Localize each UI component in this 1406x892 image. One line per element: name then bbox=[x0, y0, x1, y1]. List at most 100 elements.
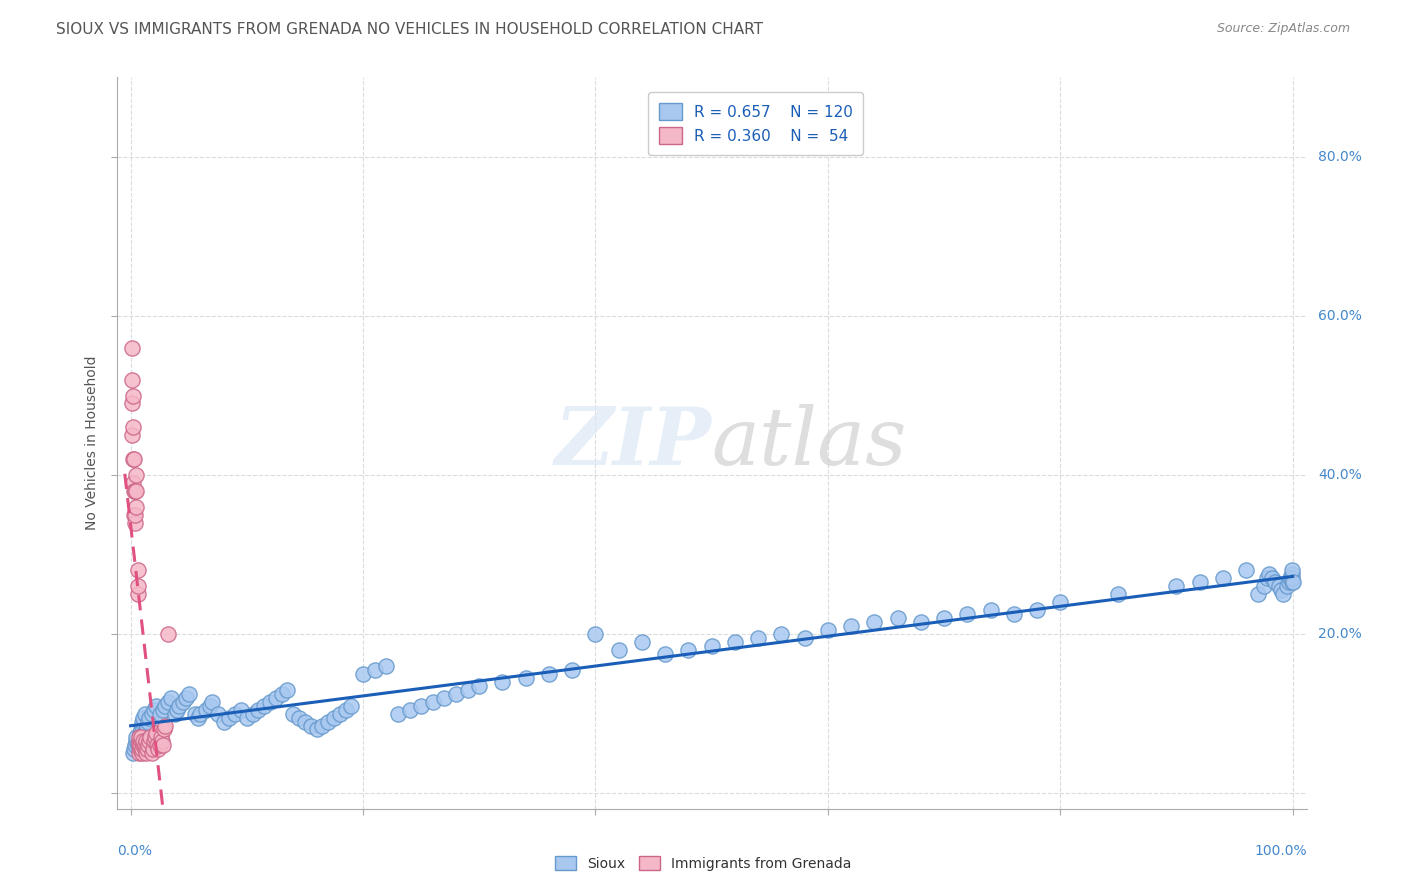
Point bbox=[247, 703, 270, 717]
Point bbox=[1281, 564, 1303, 578]
Point bbox=[218, 710, 240, 724]
Point bbox=[169, 698, 191, 713]
Point bbox=[122, 452, 145, 467]
Point bbox=[166, 703, 188, 717]
Legend: R = 0.657    N = 120, R = 0.360    N =  54: R = 0.657 N = 120, R = 0.360 N = 54 bbox=[648, 93, 863, 154]
Point bbox=[491, 674, 513, 689]
Point bbox=[1275, 579, 1298, 593]
Point bbox=[131, 718, 153, 732]
Point bbox=[236, 710, 259, 724]
Point bbox=[276, 682, 298, 697]
Point bbox=[145, 726, 167, 740]
Point bbox=[654, 647, 676, 661]
Point bbox=[129, 734, 152, 748]
Point bbox=[122, 420, 145, 434]
Point bbox=[131, 747, 153, 761]
Point bbox=[128, 739, 150, 753]
Point bbox=[122, 747, 145, 761]
Text: 20.0%: 20.0% bbox=[1317, 627, 1361, 641]
Point bbox=[128, 731, 150, 745]
Point bbox=[323, 710, 346, 724]
Point bbox=[747, 631, 769, 645]
Point bbox=[122, 475, 145, 490]
Point bbox=[142, 734, 165, 748]
Point bbox=[122, 483, 145, 498]
Point bbox=[585, 627, 607, 641]
Point bbox=[329, 706, 352, 721]
Point bbox=[1247, 587, 1270, 601]
Point bbox=[125, 734, 148, 748]
Point bbox=[125, 500, 148, 514]
Point bbox=[1234, 564, 1257, 578]
Point bbox=[156, 627, 179, 641]
Point bbox=[135, 718, 157, 732]
Point bbox=[152, 739, 174, 753]
Point bbox=[176, 690, 198, 705]
Point bbox=[910, 615, 932, 629]
Point bbox=[127, 739, 149, 753]
Point bbox=[956, 607, 979, 622]
Point bbox=[183, 706, 205, 721]
Point bbox=[124, 508, 146, 522]
Point bbox=[139, 731, 162, 745]
Point bbox=[135, 734, 157, 748]
Text: 60.0%: 60.0% bbox=[1317, 309, 1362, 323]
Point bbox=[129, 726, 152, 740]
Point bbox=[146, 739, 169, 753]
Point bbox=[1166, 579, 1188, 593]
Point bbox=[515, 671, 537, 685]
Point bbox=[1281, 567, 1303, 582]
Point bbox=[135, 742, 157, 756]
Point bbox=[678, 643, 700, 657]
Text: Source: ZipAtlas.com: Source: ZipAtlas.com bbox=[1216, 22, 1350, 36]
Point bbox=[145, 698, 167, 713]
Text: 80.0%: 80.0% bbox=[1317, 150, 1362, 164]
Point bbox=[122, 388, 145, 402]
Point bbox=[163, 706, 186, 721]
Point bbox=[817, 623, 839, 637]
Point bbox=[1049, 595, 1071, 609]
Point bbox=[886, 611, 908, 625]
Point bbox=[131, 714, 153, 729]
Point bbox=[198, 698, 221, 713]
Point bbox=[187, 710, 209, 724]
Point bbox=[125, 483, 148, 498]
Point bbox=[561, 663, 583, 677]
Point bbox=[149, 731, 172, 745]
Point bbox=[1258, 567, 1281, 582]
Point bbox=[305, 723, 328, 737]
Point bbox=[270, 687, 292, 701]
Point bbox=[124, 483, 146, 498]
Point bbox=[375, 658, 398, 673]
Point bbox=[177, 687, 200, 701]
Point bbox=[1261, 571, 1284, 585]
Point bbox=[1188, 575, 1211, 590]
Point bbox=[433, 690, 456, 705]
Point bbox=[1026, 603, 1049, 617]
Point bbox=[141, 706, 163, 721]
Point bbox=[253, 698, 276, 713]
Point bbox=[156, 695, 179, 709]
Point bbox=[129, 731, 152, 745]
Point bbox=[132, 710, 155, 724]
Point bbox=[294, 714, 316, 729]
Text: 40.0%: 40.0% bbox=[1317, 468, 1361, 482]
Point bbox=[444, 687, 467, 701]
Point bbox=[259, 695, 281, 709]
Point bbox=[143, 731, 166, 745]
Point bbox=[131, 742, 153, 756]
Point bbox=[121, 373, 143, 387]
Point bbox=[155, 698, 177, 713]
Point bbox=[631, 635, 654, 649]
Point bbox=[1281, 575, 1303, 590]
Text: SIOUX VS IMMIGRANTS FROM GRENADA NO VEHICLES IN HOUSEHOLD CORRELATION CHART: SIOUX VS IMMIGRANTS FROM GRENADA NO VEHI… bbox=[56, 22, 763, 37]
Point bbox=[129, 731, 152, 745]
Point bbox=[411, 698, 433, 713]
Point bbox=[363, 663, 385, 677]
Point bbox=[288, 710, 311, 724]
Point bbox=[770, 627, 793, 641]
Point bbox=[863, 615, 886, 629]
Point bbox=[122, 452, 145, 467]
Point bbox=[700, 639, 723, 653]
Point bbox=[1278, 575, 1301, 590]
